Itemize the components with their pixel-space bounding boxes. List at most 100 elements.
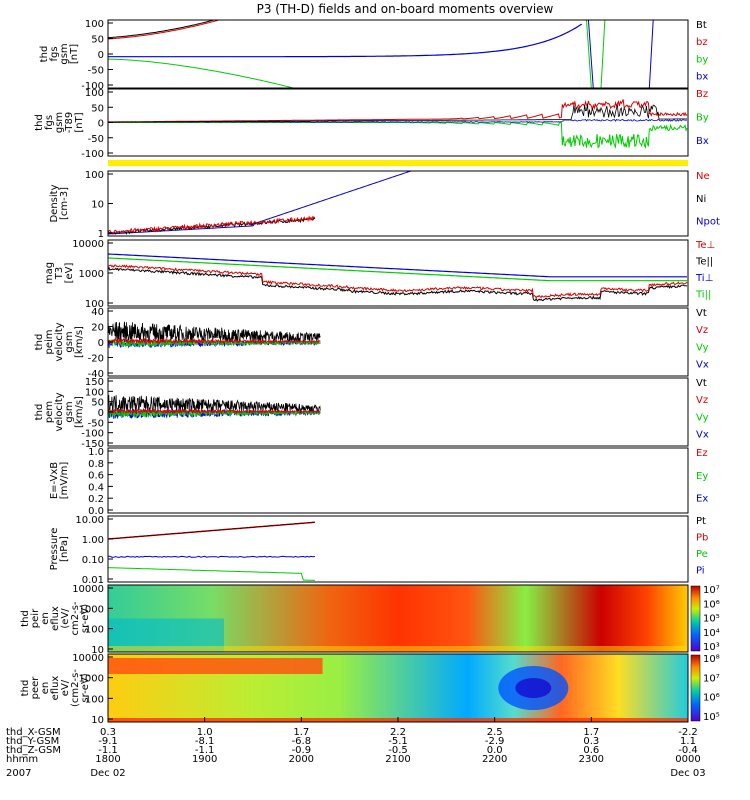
ephemeris-value: -5.1 <box>388 736 408 747</box>
y-axis-label: [eV] <box>64 263 75 284</box>
series-Vz <box>108 337 321 345</box>
panel-frame <box>107 515 689 583</box>
y-tick-label: 0.4 <box>88 482 104 493</box>
series-Pi <box>108 555 315 558</box>
ephemeris-value: -0.9 <box>292 745 312 756</box>
y-tick-label: -50 <box>88 66 104 77</box>
colorbar-label: 10³ <box>703 642 720 653</box>
date-end: Dec 03 <box>670 768 705 779</box>
ephemeris-value: 1800 <box>95 754 120 765</box>
series-Bz <box>108 99 688 123</box>
colorbar-label: 10⁸ <box>703 654 720 665</box>
series-Pe <box>108 567 315 581</box>
series-by-spike <box>586 20 592 88</box>
legend-Bx: Bx <box>696 136 709 147</box>
y-tick-label: -50 <box>88 134 104 145</box>
panel-peir: 10000 1000 100 10 thd peir en eflux (eV/cm2-s-sr… <box>20 584 720 656</box>
panel-plot-area <box>108 20 654 88</box>
series-Te-par <box>108 266 688 302</box>
legend-Pb: Pb <box>696 533 708 544</box>
y-axis-label: en <box>40 682 51 695</box>
series-By <box>108 121 688 149</box>
colorbar-label: 10⁵ <box>703 614 720 625</box>
series-Vy <box>108 339 321 348</box>
panel-frame <box>107 584 689 653</box>
legend-Pt: Pt <box>696 516 706 527</box>
y-axis-label: thd <box>34 404 45 421</box>
y-tick-label: 1000 <box>79 604 104 615</box>
ephemeris-value: -2.9 <box>485 736 505 747</box>
ephemeris-value: 2000 <box>289 754 314 765</box>
y-tick-label: 0.0 <box>88 506 104 517</box>
y-tick-label: 100 <box>85 387 104 398</box>
y-tick-label: 0 <box>98 338 104 349</box>
legend-Ex: Ex <box>696 494 708 505</box>
y-tick-label: 10000 <box>72 584 104 595</box>
legend-by: by <box>696 54 708 65</box>
y-axis-label: [nT] <box>69 44 80 64</box>
y-tick-label: 0 <box>98 408 104 419</box>
series-Ti-perp <box>108 253 687 278</box>
date-start: Dec 02 <box>90 768 125 779</box>
y-tick-label: 0.10 <box>82 555 104 566</box>
colorbar-label: 10⁷ <box>703 673 720 684</box>
ephemeris-value: 1.0 <box>197 727 213 738</box>
series-Ti-par <box>108 257 687 282</box>
y-axis-label: velocity <box>54 392 65 431</box>
y-axis-label: thd <box>20 610 31 627</box>
legend-By: By <box>696 113 709 124</box>
y-axis-label: Pressure <box>49 528 60 571</box>
colorbar-label: 10⁶ <box>703 693 720 704</box>
y-tick-label: -100 <box>81 429 104 440</box>
y-tick-label: 50 <box>91 398 104 409</box>
ephemeris-value: 0.3 <box>583 736 599 747</box>
y-tick-label: 40 <box>91 307 104 318</box>
ephemeris-value: 2100 <box>385 754 410 765</box>
x-axis-ephemeris: thd_X-GSM 0.3 1.0 1.7 2.2 2.5 1.7 -2.2 thd_Y-GSM… <box>6 717 706 779</box>
y-axis-label: thd <box>34 114 45 131</box>
legend-Te⊥: Te⊥ <box>695 240 715 251</box>
y-axis-label: gsm <box>59 43 70 64</box>
ephemeris-value: 2300 <box>579 754 604 765</box>
ephemeris-value: 1900 <box>192 754 217 765</box>
y-axis-label: [nT] <box>74 112 85 132</box>
ephemeris-value: 0.6 <box>583 745 599 756</box>
y-tick-label: 0.6 <box>88 471 104 482</box>
panel-plot-area <box>108 99 688 149</box>
colorbar-label: 10⁴ <box>703 628 720 639</box>
legend-Pi: Pi <box>696 566 705 577</box>
y-axis-label: thd <box>20 680 31 697</box>
y-axis-label: mag <box>44 262 55 284</box>
legend-Ne: Ne <box>696 171 710 182</box>
y-tick-label: 50 <box>91 103 104 114</box>
y-tick-label: -150 <box>81 439 104 450</box>
ephemeris-value: -8.1 <box>195 736 215 747</box>
ephemeris-value: 0000 <box>675 754 700 765</box>
ephemeris-value: 1.1 <box>680 736 696 747</box>
y-tick-label: 10 <box>91 645 104 656</box>
y-tick-label: -50 <box>88 418 104 429</box>
ephemeris-value: -1.1 <box>98 745 118 756</box>
ephemeris-value: -0.5 <box>388 745 408 756</box>
chart-title: P3 (TH-D) fields and on-board moments ov… <box>257 2 554 16</box>
series-Vt <box>108 321 321 344</box>
colorbar <box>690 585 701 652</box>
series-bx <box>108 23 583 58</box>
y-axis-label: [km/s] <box>74 326 85 358</box>
panel-pressure: 10.00 1.00 0.10 0.01 Pressure [nPa] Pt Pb Pe Pi <box>49 515 708 586</box>
y-tick-label: -40 <box>88 369 104 380</box>
panel-plot-area <box>108 171 476 235</box>
series-bz <box>108 20 221 40</box>
y-tick-label: 100 <box>85 170 104 181</box>
legend-Vt: Vt <box>696 308 707 319</box>
panel-frame <box>107 19 689 89</box>
y-axis-label: gsm <box>64 401 75 422</box>
panel-peim: 40 20 0 -20 -40 thd peim velocity gsm [km/s] Vt Vz V… <box>34 307 709 380</box>
y-axis-label: gsm <box>64 331 75 352</box>
y-tick-label: 1000 <box>79 674 104 685</box>
y-tick-label: 100 <box>85 625 104 636</box>
legend-Bz: Bz <box>696 89 708 100</box>
y-axis-label: velocity <box>54 322 65 361</box>
y-axis-label: thd <box>34 334 45 351</box>
